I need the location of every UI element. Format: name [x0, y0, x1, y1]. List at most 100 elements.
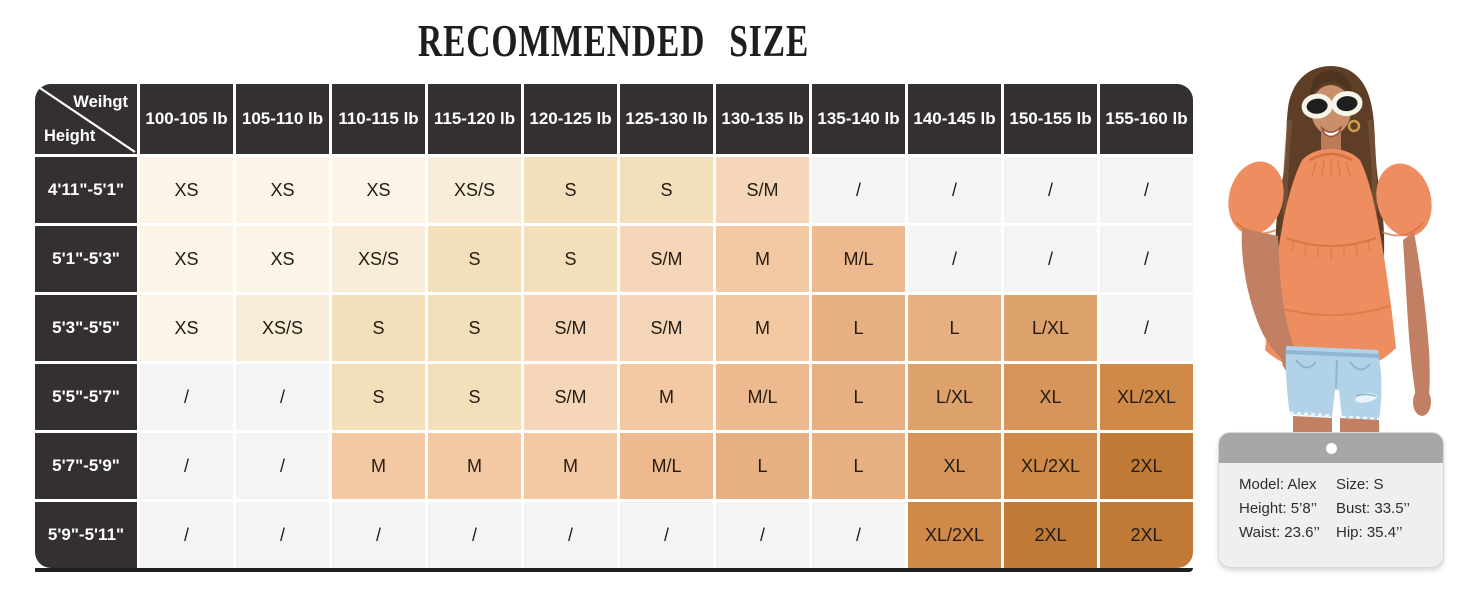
size-cell: /: [908, 157, 1001, 223]
card-body: Model: Alex Size: S Height: 5’8’’ Bust: …: [1219, 463, 1443, 551]
size-cell: /: [524, 502, 617, 568]
size-cell: 2XL: [1100, 433, 1193, 499]
size-cell: L: [812, 433, 905, 499]
size-cell: S/M: [524, 295, 617, 361]
size-cell: S: [332, 364, 425, 430]
size-cell: M: [524, 433, 617, 499]
model-bust: Bust: 33.5’’: [1336, 500, 1410, 517]
size-cell: /: [140, 502, 233, 568]
tag-hole-icon: [1325, 442, 1337, 454]
weight-column-header: 115-120 lb: [428, 84, 521, 154]
size-cell: L/XL: [908, 364, 1001, 430]
size-cell: S: [332, 295, 425, 361]
height-row-header: 5'3"-5'5": [35, 295, 137, 361]
height-row-header: 5'1"-5'3": [35, 226, 137, 292]
weight-column-header: 140-145 lb: [908, 84, 1001, 154]
size-cell: L: [812, 364, 905, 430]
size-cell: XS: [140, 295, 233, 361]
size-cell: S: [524, 157, 617, 223]
card-header-band: [1219, 433, 1443, 463]
size-cell: XL: [908, 433, 1001, 499]
size-cell: L: [716, 433, 809, 499]
size-cell: XS: [332, 157, 425, 223]
model-hair: [1275, 66, 1385, 308]
height-row-header: 5'9"-5'11": [35, 502, 137, 568]
size-cell: M/L: [620, 433, 713, 499]
weight-column-header: 105-110 lb: [236, 84, 329, 154]
size-cell: S: [620, 157, 713, 223]
model-top: [1228, 149, 1432, 373]
size-cell: /: [332, 502, 425, 568]
height-row-header: 4'11"-5'1": [35, 157, 137, 223]
size-cell: /: [428, 502, 521, 568]
size-cell: /: [716, 502, 809, 568]
size-cell: S/M: [716, 157, 809, 223]
size-cell: M/L: [812, 226, 905, 292]
weight-column-header: 125-130 lb: [620, 84, 713, 154]
page-title: RECOMMENDED SIZE: [418, 15, 810, 66]
model-size: Size: S: [1336, 476, 1384, 493]
page-title-wrap: RECOMMENDED SIZE: [35, 14, 1193, 66]
size-cell: L: [908, 295, 1001, 361]
size-cell: /: [812, 157, 905, 223]
size-cell: S/M: [524, 364, 617, 430]
size-cell: L: [812, 295, 905, 361]
size-cell: M: [716, 226, 809, 292]
size-cell: M/L: [716, 364, 809, 430]
height-row-header: 5'5"-5'7": [35, 364, 137, 430]
size-cell: /: [1100, 226, 1193, 292]
size-cell: S/M: [620, 295, 713, 361]
size-cell: XS/S: [236, 295, 329, 361]
size-cell: XS: [236, 226, 329, 292]
size-cell: /: [1100, 295, 1193, 361]
size-cell: XS: [140, 157, 233, 223]
model-height: Height: 5’8’’: [1239, 500, 1318, 517]
size-cell: /: [812, 502, 905, 568]
size-cell: /: [1004, 157, 1097, 223]
size-cell: /: [620, 502, 713, 568]
corner-header-cell: Weihgt Height: [35, 84, 137, 154]
model-name: Model: Alex: [1239, 476, 1317, 493]
size-cell: M: [428, 433, 521, 499]
model-waist: Waist: 23.6’’: [1239, 524, 1320, 541]
size-cell: /: [1004, 226, 1097, 292]
height-row-header: 5'7"-5'9": [35, 433, 137, 499]
size-cell: S: [428, 364, 521, 430]
weight-column-header: 155-160 lb: [1100, 84, 1193, 154]
table-bottom-border: [35, 568, 1193, 572]
model-spec-card: Model: Alex Size: S Height: 5’8’’ Bust: …: [1218, 432, 1444, 568]
size-cell: /: [140, 433, 233, 499]
weight-column-header: 120-125 lb: [524, 84, 617, 154]
size-cell: S/M: [620, 226, 713, 292]
size-cell: /: [236, 433, 329, 499]
weight-column-header: 150-155 lb: [1004, 84, 1097, 154]
size-cell: S: [524, 226, 617, 292]
size-cell: XL/2XL: [1100, 364, 1193, 430]
sunglasses: [1301, 91, 1363, 119]
size-cell: S: [428, 226, 521, 292]
size-cell: M: [716, 295, 809, 361]
weight-column-header: 135-140 lb: [812, 84, 905, 154]
size-cell: XS/S: [428, 157, 521, 223]
size-cell: /: [140, 364, 233, 430]
size-cell: XS/S: [332, 226, 425, 292]
size-cell: /: [1100, 157, 1193, 223]
size-cell: 2XL: [1004, 502, 1097, 568]
corner-weight-label: Weihgt: [73, 93, 128, 111]
size-cell: XS: [140, 226, 233, 292]
size-cell: /: [908, 226, 1001, 292]
size-cell: M: [332, 433, 425, 499]
size-cell: XL/2XL: [908, 502, 1001, 568]
weight-column-header: 100-105 lb: [140, 84, 233, 154]
size-table: Weihgt Height 100-105 lb 105-110 lb 110-11…: [35, 84, 1193, 568]
weight-column-header: 130-135 lb: [716, 84, 809, 154]
size-cell: XS: [236, 157, 329, 223]
size-cell: XL: [1004, 364, 1097, 430]
size-cell: 2XL: [1100, 502, 1193, 568]
diagonal-divider: [36, 85, 136, 153]
corner-height-label: Height: [44, 126, 96, 145]
size-cell: /: [236, 364, 329, 430]
size-cell: S: [428, 295, 521, 361]
size-cell: L/XL: [1004, 295, 1097, 361]
model-shorts: [1285, 346, 1382, 423]
